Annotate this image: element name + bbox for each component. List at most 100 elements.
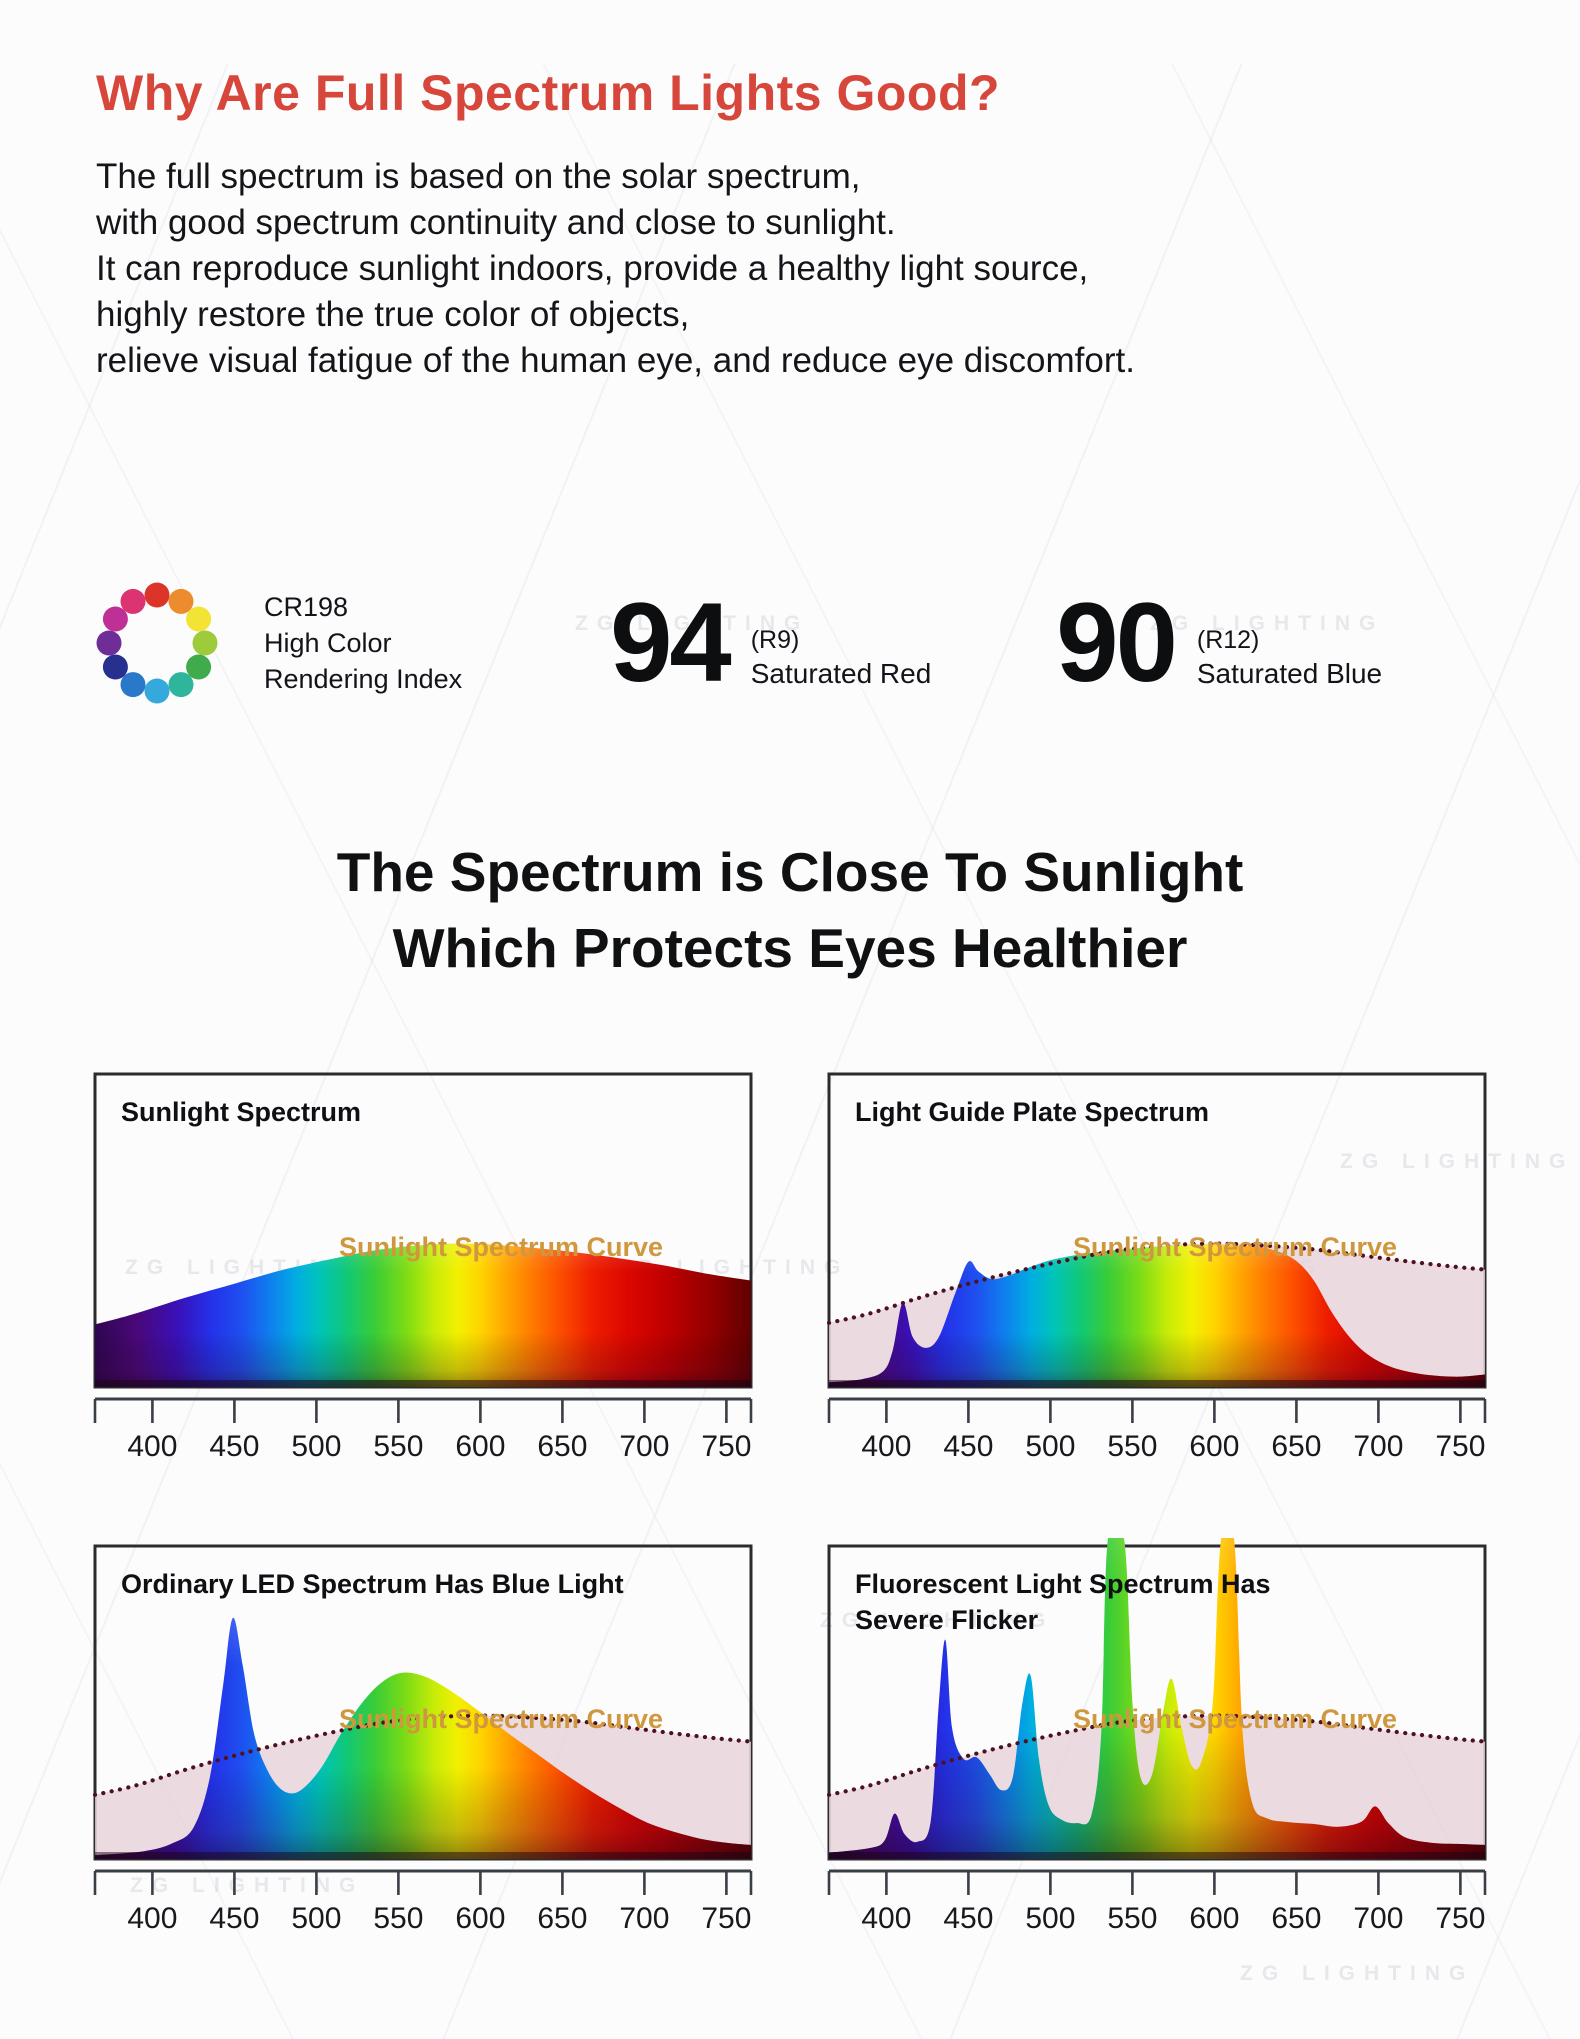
stat-value: 94 [610,580,732,706]
x-tick-label: 400 [861,1902,911,1935]
x-tick-label: 450 [943,1430,993,1463]
chart-title: Fluorescent Light Spectrum Has Severe Fli… [855,1566,1271,1638]
cri-label-line: Rendering Index [264,664,463,694]
x-tick-label: 700 [1353,1430,1403,1463]
color-dot [102,654,128,680]
x-tick-label: 550 [1107,1902,1157,1935]
chart-title: Ordinary LED Spectrum Has Blue Light [121,1566,624,1602]
watermark-text: ZG LIGHTING [1240,1962,1475,1985]
page: Why Are Full Spectrum Lights Good? The f… [0,64,1580,1938]
charts-grid: 400 450 500 550 600 650 700 750 Sunlight Spectr… [0,1066,1580,1938]
curve-label: Sunlight Spectrum Curve [338,1704,664,1734]
x-tick-label: 450 [209,1430,259,1463]
stat-value: 90 [1056,580,1178,706]
x-tick-label: 500 [291,1430,341,1463]
x-tick-label: 600 [455,1430,505,1463]
cri-label-line: High Color [264,628,392,658]
paragraph-line: The full spectrum is based on the solar … [96,157,861,196]
spectrum-plot: 400 450 500 550 600 650 700 750 [827,1072,1487,1463]
spectrum-shade [829,1538,1485,1859]
color-wheel-icon [96,582,218,704]
spectrum-plot: 400 450 500 550 600 650 700 750 [93,1072,753,1463]
list-item: Ordinary LED Spectrum Has Blue Light [121,1569,624,1599]
paragraph-line: highly restore the true color of objects… [96,295,690,334]
spectrum-shade [829,1244,1485,1387]
chart-title: Sunlight Spectrum [121,1094,361,1130]
x-tick-label: 700 [619,1902,669,1935]
color-dot [168,588,194,614]
x-tick-label: 650 [1271,1430,1321,1463]
color-dot [120,588,146,614]
list-item: Severe Flicker [855,1605,1039,1635]
curve-label: Sunlight Spectrum Curve [1072,1232,1398,1262]
spectrum-plot: 400 450 500 550 600 650 700 750 [827,1538,1487,1935]
x-tick-label: 600 [455,1902,505,1935]
paragraph-line: It can reproduce sunlight indoors, provi… [96,249,1089,288]
spectrum-shade [95,1243,751,1387]
x-tick-label: 550 [373,1902,423,1935]
x-tick-label: 750 [1435,1430,1485,1463]
curve-label: Sunlight Spectrum Curve [338,1232,664,1262]
x-tick-label: 450 [943,1902,993,1935]
x-tick-label: 400 [861,1430,911,1463]
stat-index: (R9) [750,626,800,654]
spectrum-base-band [95,1852,751,1859]
x-tick-label: 650 [537,1430,587,1463]
cri-value: CR198 [264,592,349,622]
page-title: Why Are Full Spectrum Lights Good? [96,65,1001,121]
x-tick-label: 450 [209,1902,259,1935]
x-tick-label: 500 [291,1902,341,1935]
x-axis: 400 450 500 550 600 650 700 750 [827,1397,1487,1463]
sunlight-dotted-curve [827,1241,1487,1325]
color-dot [144,582,170,608]
list-item: Fluorescent Light Spectrum Has [855,1569,1271,1599]
color-dot [186,606,212,632]
x-tick-label: 650 [1271,1902,1321,1935]
x-tick-label: 500 [1025,1902,1075,1935]
stat-index: (R12) [1196,626,1260,654]
color-dot [192,630,218,656]
spectrum-base-band [829,1852,1485,1859]
paragraph-line: with good spectrum continuity and close … [96,203,896,242]
x-axis: 400 450 500 550 600 650 700 750 [93,1397,753,1463]
list-item: Light Guide Plate Spectrum [855,1097,1210,1127]
stat-sub: (R12) Saturated Blue [1197,594,1382,692]
chart-sunlight-spectrum: 400 450 500 550 600 650 700 750 Sunlight Spectr… [93,1066,753,1466]
sunlight-dotted-curve [827,1713,1487,1797]
color-dot [186,654,212,680]
color-dot [96,630,122,656]
chart-fluorescent-spectrum: 400 450 500 550 600 650 700 750 Fluorescent Lig… [827,1538,1487,1938]
x-tick-label: 600 [1189,1430,1239,1463]
x-tick-label: 500 [1025,1430,1075,1463]
x-tick-label: 700 [619,1430,669,1463]
x-tick-label: 400 [127,1430,177,1463]
chart-ordinary-led-spectrum: 400 450 500 550 600 650 700 750 Ordinary LED Sp… [93,1538,753,1938]
chart-title: Light Guide Plate Spectrum [855,1094,1209,1130]
color-dot [144,678,170,704]
x-tick-label: 600 [1189,1902,1239,1935]
spectrum-base-band [95,1380,751,1387]
section-heading: The Spectrum is Close To Sunlight Which P… [0,834,1580,986]
stat-label: Saturated Blue [1196,658,1383,689]
stat-label: Saturated Red [750,658,932,689]
x-tick-label: 400 [127,1902,177,1935]
intro-paragraph: The full spectrum is based on the solar … [96,154,1580,384]
sunlight-dotted-curve [93,1713,753,1797]
x-tick-label: 550 [1107,1430,1157,1463]
chart-light-guide-plate-spectrum: 400 450 500 550 600 650 700 750 Light Guide Pla… [827,1066,1487,1466]
stat-sub: (R9) Saturated Red [751,594,932,692]
paragraph-line: relieve visual fatigue of the human eye,… [96,341,1135,380]
stat-saturated-red: 94 (R9) Saturated Red [610,580,932,706]
list-item: Sunlight Spectrum [121,1097,362,1127]
color-dot [168,672,194,698]
section-heading-line: The Spectrum is Close To Sunlight [336,841,1244,903]
spectrum-shade [95,1617,751,1859]
cri-section: CR198 High Color Rendering Index 94 (R9)… [96,582,1580,704]
x-tick-label: 700 [1353,1902,1403,1935]
x-axis: 400 450 500 550 600 650 700 750 [93,1869,753,1935]
color-dot [102,606,128,632]
x-tick-label: 750 [701,1430,751,1463]
color-dot [120,672,146,698]
x-axis: 400 450 500 550 600 650 700 750 [827,1869,1487,1935]
x-tick-label: 550 [373,1430,423,1463]
